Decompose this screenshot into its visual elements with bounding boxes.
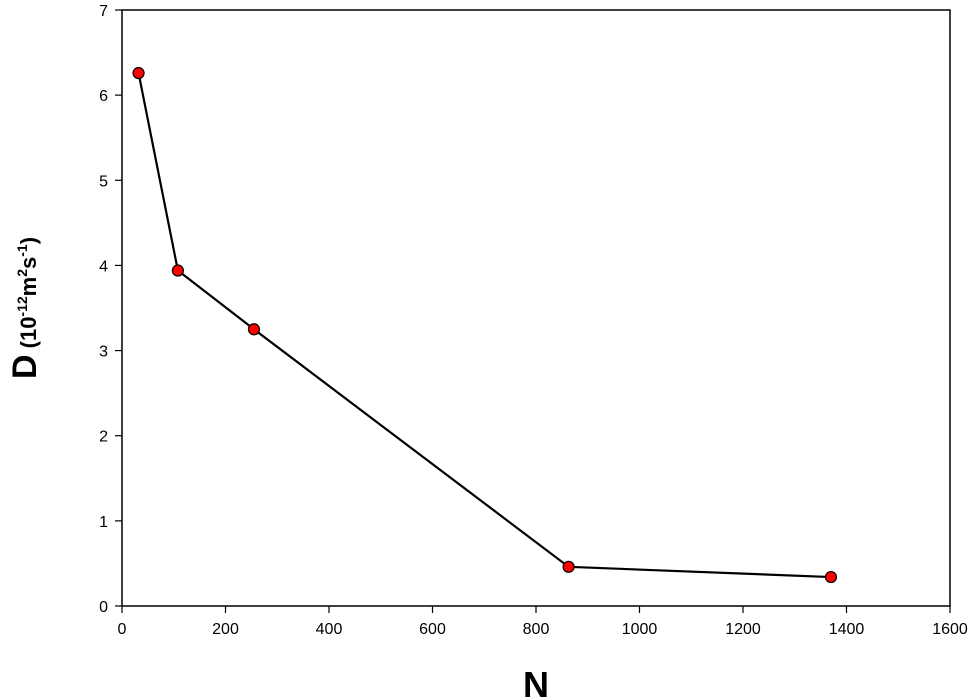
x-tick-label: 0 [118,621,127,638]
y-axis-title-unit-m: m [16,277,41,297]
x-tick-label: 200 [212,621,239,638]
y-axis-title-exp2: 2 [14,269,30,277]
x-axis: 0 200 400 600 800 1000 1200 1400 1600 [118,606,968,638]
svg-text:D (10-12m2s-1): D (10-12m2s-1) [6,237,44,379]
x-tick-label: 800 [523,621,550,638]
x-tick-label: 1000 [622,621,658,638]
x-tick-label: 1400 [829,621,865,638]
y-axis-title-main: D [6,354,44,379]
y-tick-label: 6 [99,88,108,105]
data-point [171,264,184,277]
series-line [137,72,832,579]
y-axis-title-unit-s: s [16,257,41,269]
y-tick-label: 4 [99,258,108,275]
y-axis-title-exp1: -12 [14,296,30,316]
x-tick-label: 400 [316,621,343,638]
data-point [562,560,575,573]
x-axis-title: N [523,664,549,700]
y-axis-title-close: ) [16,237,41,244]
data-point [132,66,145,80]
data-point [247,323,261,336]
y-tick-label: 2 [99,429,108,446]
data-point [824,570,838,584]
y-tick-label: 3 [99,344,108,361]
y-tick-label: 0 [99,599,108,616]
y-tick-label: 5 [99,173,108,190]
x-tick-label: 1600 [932,621,968,638]
y-axis-title-open: (10 [16,317,41,349]
y-tick-label: 7 [99,3,108,20]
y-tick-label: 1 [99,514,108,531]
y-axis: 0 1 2 3 4 5 6 7 [99,3,122,616]
y-axis-title-exp3: -1 [14,244,30,257]
series-layer [132,66,838,584]
x-tick-label: 600 [419,621,446,638]
plot-frame [121,9,951,607]
x-tick-label: 1200 [725,621,761,638]
y-axis-title: D (10-12m2s-1) [6,237,44,379]
